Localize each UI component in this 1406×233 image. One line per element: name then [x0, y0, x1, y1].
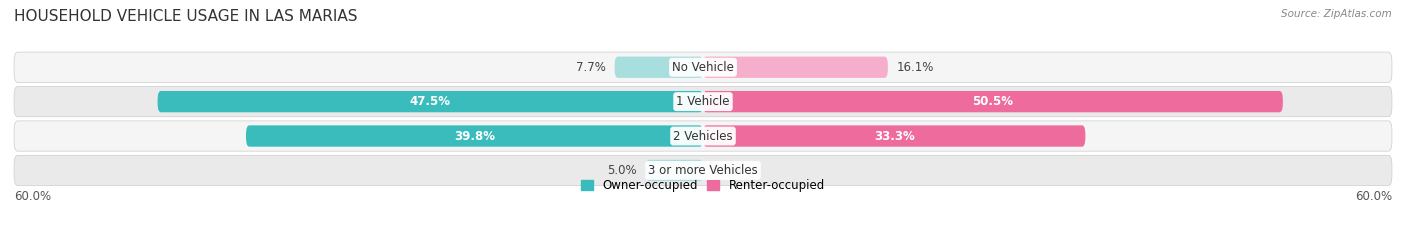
FancyBboxPatch shape: [157, 91, 703, 112]
Text: 16.1%: 16.1%: [897, 61, 935, 74]
Text: 60.0%: 60.0%: [1355, 190, 1392, 203]
FancyBboxPatch shape: [703, 125, 1085, 147]
FancyBboxPatch shape: [614, 57, 703, 78]
FancyBboxPatch shape: [14, 52, 1392, 82]
Text: 47.5%: 47.5%: [409, 95, 451, 108]
Text: Source: ZipAtlas.com: Source: ZipAtlas.com: [1281, 9, 1392, 19]
Text: 1 Vehicle: 1 Vehicle: [676, 95, 730, 108]
Text: 33.3%: 33.3%: [873, 130, 914, 143]
Text: 39.8%: 39.8%: [454, 130, 495, 143]
Text: HOUSEHOLD VEHICLE USAGE IN LAS MARIAS: HOUSEHOLD VEHICLE USAGE IN LAS MARIAS: [14, 9, 357, 24]
Text: 2 Vehicles: 2 Vehicles: [673, 130, 733, 143]
FancyBboxPatch shape: [645, 160, 703, 181]
FancyBboxPatch shape: [246, 125, 703, 147]
FancyBboxPatch shape: [14, 86, 1392, 117]
Text: 60.0%: 60.0%: [14, 190, 51, 203]
FancyBboxPatch shape: [14, 121, 1392, 151]
Text: 7.7%: 7.7%: [575, 61, 606, 74]
Text: 5.0%: 5.0%: [607, 164, 637, 177]
Legend: Owner-occupied, Renter-occupied: Owner-occupied, Renter-occupied: [576, 174, 830, 197]
FancyBboxPatch shape: [703, 91, 1282, 112]
Text: No Vehicle: No Vehicle: [672, 61, 734, 74]
Text: 3 or more Vehicles: 3 or more Vehicles: [648, 164, 758, 177]
Text: 50.5%: 50.5%: [973, 95, 1014, 108]
FancyBboxPatch shape: [703, 57, 887, 78]
Text: 0.0%: 0.0%: [713, 164, 742, 177]
FancyBboxPatch shape: [14, 155, 1392, 185]
